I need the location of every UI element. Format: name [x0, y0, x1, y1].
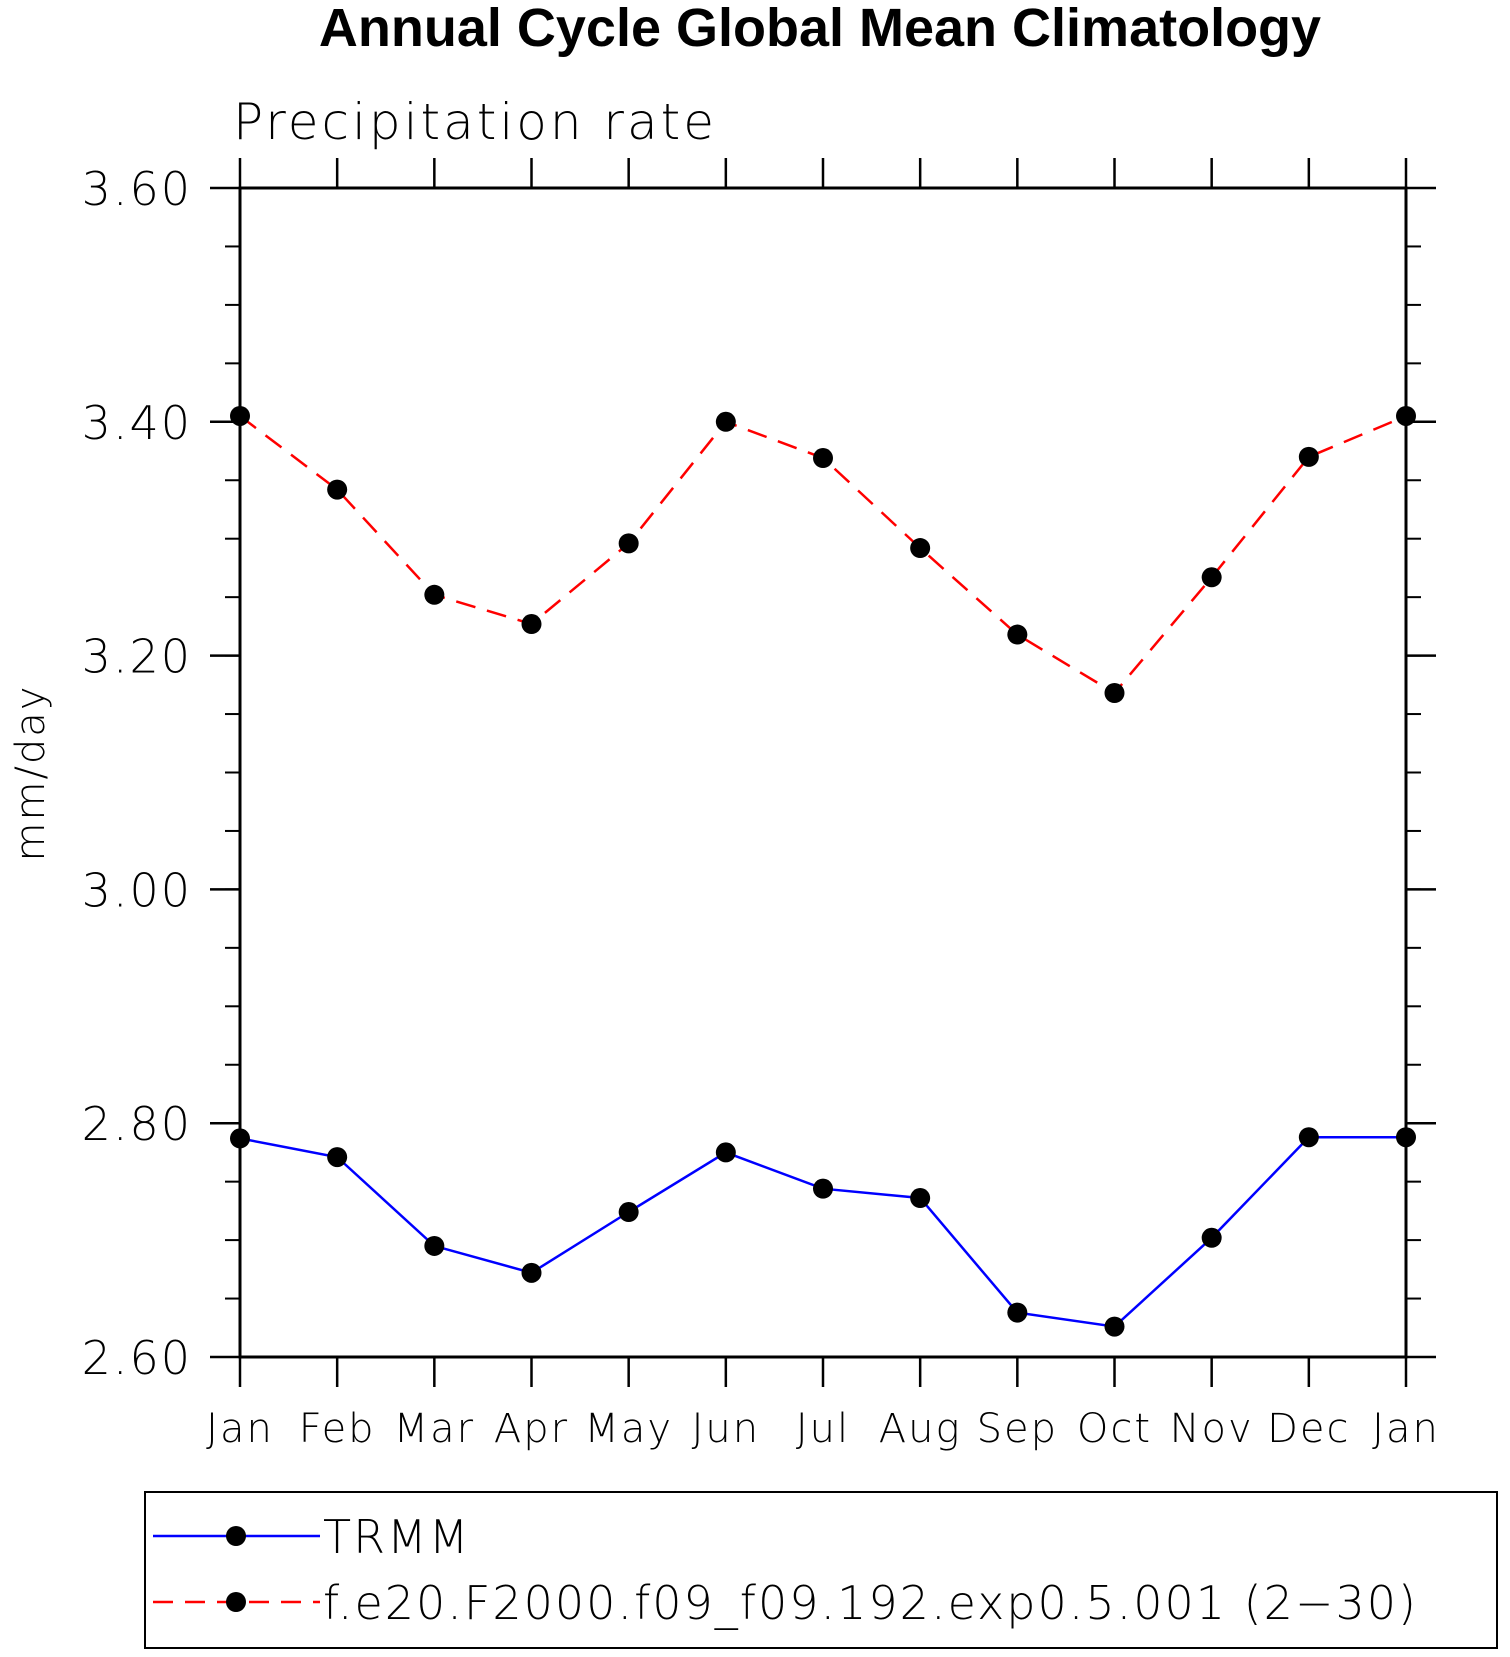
y-tick-label: 2.60 — [82, 1331, 192, 1385]
x-tick-label: Jul — [796, 1406, 850, 1452]
legend-marker-model — [226, 1592, 246, 1612]
x-tick-label: Sep — [977, 1406, 1058, 1452]
data-point — [910, 538, 931, 559]
data-point — [1396, 405, 1416, 426]
y-tick-label: 3.00 — [82, 863, 192, 917]
data-point — [1201, 1227, 1222, 1248]
data-point — [715, 411, 736, 432]
data-point — [715, 1142, 736, 1163]
labels-layer: Jan Feb Mar Apr May Jun Jul Aug Sep Oct Nov Dec Jan 2… — [82, 162, 1440, 1452]
data-point — [521, 1262, 542, 1283]
y-tick-label: 3.60 — [82, 162, 192, 216]
legend-marker-trmm — [226, 1526, 246, 1546]
data-point — [1298, 1127, 1319, 1148]
y-tick-label: 3.20 — [82, 630, 192, 684]
ticks-layer — [210, 158, 1436, 1387]
legend-label-model: f.e20.F2000.f09_f09.192.exp0.5.001 (2−30… — [323, 1576, 1418, 1630]
data-point — [813, 448, 833, 469]
data-point — [230, 405, 250, 426]
data-point — [1104, 683, 1125, 704]
x-tick-label: May — [584, 1406, 673, 1452]
x-tick-label: Mar — [394, 1406, 475, 1452]
data-point — [424, 584, 445, 605]
data-point — [327, 479, 348, 500]
y-tick-label: 2.80 — [82, 1097, 192, 1151]
data-point — [910, 1188, 931, 1209]
data-point — [1201, 567, 1222, 588]
data-point — [230, 1128, 250, 1149]
data-point — [1007, 624, 1028, 645]
legend-label-trmm: TRMM — [323, 1510, 470, 1564]
x-tick-label: Jun — [692, 1406, 761, 1452]
x-tick-label: Apr — [494, 1406, 569, 1452]
legend-box — [144, 1491, 1498, 1649]
chart-subtitle: Precipitation rate — [233, 93, 717, 151]
legend-item-trmm: TRMM — [153, 1510, 470, 1564]
x-tick-label: Nov — [1170, 1406, 1254, 1452]
series-line-trmm — [239, 1135, 1406, 1328]
data-point — [618, 533, 639, 554]
x-tick-label: Feb — [299, 1406, 376, 1452]
legend-item-model: f.e20.F2000.f09_f09.192.exp0.5.001 (2−30… — [153, 1576, 1418, 1630]
x-tick-label: Aug — [879, 1406, 962, 1452]
x-tick-label: Jan — [1372, 1406, 1440, 1452]
y-axis-label: mm/day — [8, 685, 54, 862]
data-point — [618, 1202, 639, 1223]
data-point — [1104, 1316, 1125, 1337]
series-layer — [230, 405, 1416, 1337]
data-point — [327, 1147, 348, 1168]
data-point — [1007, 1302, 1028, 1323]
data-point — [1396, 1127, 1416, 1148]
chart-title: Annual Cycle Global Mean Climatology — [319, 0, 1321, 58]
y-tick-label: 3.40 — [82, 396, 192, 450]
data-point — [521, 614, 542, 635]
data-point — [424, 1235, 445, 1256]
data-point — [813, 1178, 833, 1199]
plot-frame — [238, 186, 1408, 1359]
x-tick-label: Oct — [1077, 1406, 1152, 1452]
x-tick-label: Dec — [1267, 1406, 1350, 1452]
data-point — [1298, 446, 1319, 467]
x-tick-label: Jan — [206, 1406, 274, 1452]
